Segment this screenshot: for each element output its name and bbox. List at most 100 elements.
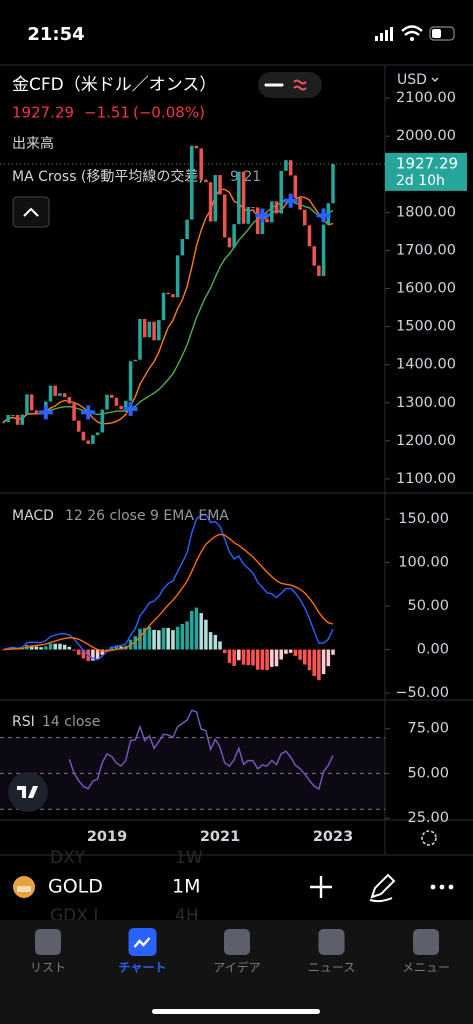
macd-histogram <box>114 646 119 650</box>
y-tick-label: 1500.00 <box>396 319 456 335</box>
symbol-title: 金CFD（米ドル／オンス） <box>12 75 216 95</box>
ma-cross <box>123 401 138 416</box>
candle <box>81 431 86 441</box>
settings-icon[interactable] <box>421 830 437 846</box>
candle <box>91 435 95 444</box>
macd-histogram <box>175 626 180 650</box>
macd-histogram <box>204 619 208 650</box>
tab-label[interactable]: メニュー <box>402 961 450 975</box>
y-tick-label: 75.00 <box>407 721 449 737</box>
candle <box>222 194 227 238</box>
price-tag <box>385 152 467 191</box>
change-pct: (−0.08%) <box>133 104 205 122</box>
home-indicator <box>152 1009 320 1014</box>
candle <box>307 225 312 247</box>
wifi-icon <box>401 25 423 36</box>
macd-histogram <box>39 647 43 650</box>
tab-label[interactable]: チャート <box>119 961 167 975</box>
tab-label[interactable]: ニュース <box>308 961 355 975</box>
macd-histogram <box>251 649 255 666</box>
candle <box>260 218 265 235</box>
macd-histogram <box>288 649 293 653</box>
candle <box>288 160 293 176</box>
y-tick-label: 50.00 <box>407 598 449 614</box>
candle <box>11 414 15 416</box>
macd-histogram <box>157 630 161 650</box>
candle <box>114 397 119 406</box>
candle <box>303 209 307 226</box>
logo[interactable] <box>8 772 48 812</box>
macd-histogram <box>81 649 86 659</box>
draw-button[interactable] <box>369 873 396 903</box>
macd-histogram <box>58 643 62 650</box>
candle <box>208 182 213 222</box>
more-button[interactable] <box>430 884 454 890</box>
candle <box>237 171 241 225</box>
clock: 21:54 <box>27 24 84 45</box>
collapse-button[interactable] <box>12 196 50 228</box>
y-tick-label: 2100.00 <box>396 90 456 106</box>
candle <box>166 292 170 295</box>
macd-histogram <box>326 649 331 667</box>
ma-cross <box>316 208 331 223</box>
macd-histogram <box>62 644 67 650</box>
macd-histogram <box>161 627 166 650</box>
macd-title: MACD <box>12 508 54 524</box>
candle <box>142 318 147 338</box>
candle <box>128 361 133 401</box>
candle <box>298 197 302 210</box>
y-tick-label: 2000.00 <box>396 128 456 144</box>
macd-histogram <box>284 649 288 654</box>
toolbar-interval[interactable]: 1M <box>172 876 200 898</box>
rsi-params: 14 close <box>42 714 100 730</box>
macd-histogram <box>303 649 307 665</box>
y-tick-label: 1100.00 <box>396 471 456 487</box>
y-tick-label: 1600.00 <box>396 281 456 297</box>
candle <box>189 145 194 220</box>
currency[interactable]: USD <box>397 72 427 88</box>
tab-icon <box>35 929 61 955</box>
candle <box>86 440 90 444</box>
macd-histogram <box>152 629 156 650</box>
macd-histogram <box>246 649 251 666</box>
macd-histogram <box>67 646 72 650</box>
toolbar-symbol[interactable]: GOLD <box>48 876 103 898</box>
indicator-name: MA Cross (移動平均線の交差) <box>12 168 204 185</box>
candle <box>152 321 156 341</box>
tab-icon <box>128 928 157 956</box>
macd-params: 12 26 close 9 EMA EMA <box>65 508 229 524</box>
macd-histogram <box>95 649 100 660</box>
rsi-line <box>68 709 334 791</box>
tab-icon <box>318 929 345 955</box>
candle <box>109 394 114 398</box>
y-tick-label: 1700.00 <box>396 242 456 258</box>
macd-histogram <box>274 649 279 667</box>
candle <box>6 414 10 423</box>
candle <box>157 320 161 341</box>
y-tick-label: −50.00 <box>395 685 449 701</box>
add-button[interactable] <box>310 876 332 898</box>
macd-histogram <box>171 630 175 650</box>
tab-label[interactable]: リスト <box>30 961 66 975</box>
change: −1.51 <box>84 104 130 122</box>
y-tick-label: 150.00 <box>398 511 449 527</box>
macd-histogram <box>312 649 316 677</box>
ma-cross <box>255 208 270 223</box>
macd-histogram <box>34 646 39 650</box>
candle <box>180 239 185 256</box>
indicator-params: 9 21 <box>230 169 261 185</box>
candle <box>67 397 72 404</box>
macd-histogram <box>241 649 246 665</box>
tab-label[interactable]: アイデア <box>213 960 260 975</box>
ma-cross <box>283 193 298 208</box>
macd-histogram <box>199 613 203 650</box>
countdown: 2d 10h <box>396 173 445 189</box>
toggle[interactable] <box>258 72 322 98</box>
candle <box>321 224 326 276</box>
macd-histogram <box>298 649 302 660</box>
ghost-item: 1W <box>175 848 203 868</box>
y-tick-label: 100.00 <box>398 555 449 571</box>
ghost-item: DXY <box>50 848 86 868</box>
candle <box>213 175 218 222</box>
candle <box>53 385 57 396</box>
